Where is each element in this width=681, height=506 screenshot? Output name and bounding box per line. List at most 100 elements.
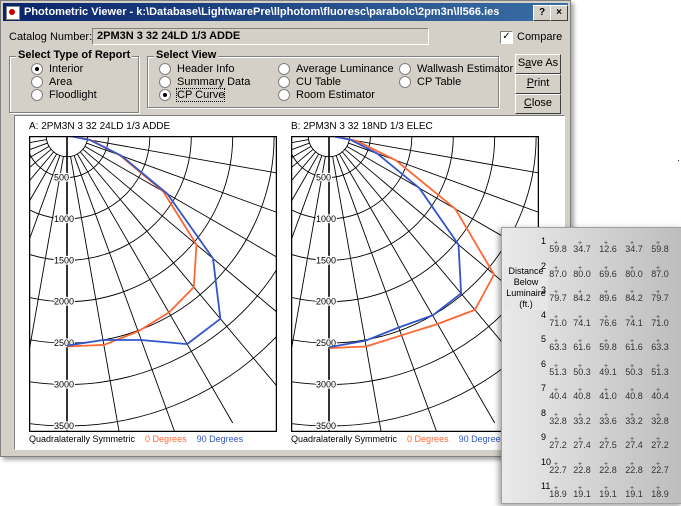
- table-cell: 32.8: [649, 412, 671, 426]
- table-cell: 84.2: [623, 289, 645, 303]
- radial-spoke: [292, 155, 323, 239]
- radial-tick-label: 3500: [54, 421, 74, 431]
- table-cell: 61.6: [571, 338, 593, 352]
- legend-0-degrees: 0 Degrees: [145, 434, 187, 444]
- plot-frame: [29, 136, 277, 432]
- row-number: 10: [541, 456, 552, 467]
- table-cell: 79.7: [547, 289, 569, 303]
- table-cell: 34.7: [571, 240, 593, 254]
- radial-tick-label: 2000: [316, 297, 336, 307]
- select-view-group: Select View: [147, 49, 499, 108]
- table-cell: 80.0: [571, 265, 593, 279]
- radio-dot: [31, 76, 43, 88]
- radial-spoke: [349, 139, 538, 174]
- table-cell: 33.6: [597, 412, 619, 426]
- radial-spoke: [30, 156, 64, 349]
- radial-spoke: [76, 153, 234, 424]
- chart-b-title: B: 2PM3N 3 32 18ND 1/3 ELEC: [291, 121, 433, 132]
- radio-area[interactable]: Area: [31, 76, 72, 88]
- table-cell: 61.6: [623, 338, 645, 352]
- table-cell: 84.2: [571, 289, 593, 303]
- radio-room-estimator[interactable]: Room Estimator: [278, 89, 375, 101]
- table-cell: 51.3: [547, 363, 569, 377]
- print-button[interactable]: Print: [515, 74, 561, 94]
- chart-a-title: A: 2PM3N 3 32 24LD 1/3 ADDE: [29, 121, 171, 132]
- radial-tick-label: 1500: [316, 255, 336, 265]
- radial-spoke: [70, 156, 120, 431]
- radial-spoke: [82, 148, 276, 312]
- table-cell: 87.0: [547, 265, 569, 279]
- table-cell: 59.8: [649, 240, 671, 254]
- radial-spoke: [30, 153, 58, 201]
- radio-average-luminance[interactable]: Average Luminance: [278, 63, 394, 75]
- table-cell: 40.4: [547, 387, 569, 401]
- table-cell: 27.2: [649, 436, 671, 450]
- table-cell: 27.4: [571, 436, 593, 450]
- radial-tick-label: 500: [54, 172, 69, 182]
- table-cell: 76.6: [597, 314, 619, 328]
- radio-dot: [31, 63, 43, 75]
- radial-tick-label: 3000: [54, 380, 74, 390]
- table-cell: 18.9: [649, 485, 671, 499]
- table-cell: 71.0: [547, 314, 569, 328]
- table-cell: 27.4: [623, 436, 645, 450]
- table-row: 379.784.289.684.279.7: [502, 285, 681, 310]
- table-cell: 40.8: [571, 387, 593, 401]
- table-row: 159.834.712.634.759.8: [502, 236, 681, 261]
- radial-tick-label: 1500: [54, 255, 74, 265]
- radial-spoke: [332, 156, 382, 431]
- table-cell: 51.3: [649, 363, 671, 377]
- row-number: 8: [541, 407, 547, 418]
- radio-cp-curve[interactable]: CP Curve: [159, 88, 226, 102]
- table-cell: 80.0: [623, 265, 645, 279]
- radio-floodlight[interactable]: Floodlight: [31, 89, 97, 101]
- table-cell: 63.3: [649, 338, 671, 352]
- close-window-button[interactable]: ×: [550, 5, 568, 21]
- catalog-label: Catalog Number:: [9, 31, 93, 43]
- radial-tick-label: 2000: [54, 297, 74, 307]
- radial-tick-label: 3500: [316, 421, 336, 431]
- save-as-button[interactable]: Save As: [515, 54, 561, 74]
- radio-header-info[interactable]: Header Info: [159, 63, 234, 75]
- radio-dot: [278, 63, 290, 75]
- radio-dot: [31, 89, 43, 101]
- catalog-number-field[interactable]: 2PM3N 3 32 24LD 1/3 ADDE: [92, 28, 429, 45]
- radial-spoke: [346, 145, 538, 258]
- legend-90-degrees: 90 Degrees: [458, 434, 506, 444]
- radio-cu-table[interactable]: CU Table: [278, 76, 341, 88]
- table-row: 927.227.427.527.427.2: [502, 432, 681, 457]
- compare-checkbox[interactable]: ✓: [500, 31, 513, 44]
- table-row: 651.350.349.150.351.3: [502, 359, 681, 384]
- window-title: Photometric Viewer - k:\Database\Lightwa…: [24, 6, 500, 18]
- table-row: 1118.919.119.119.118.9: [502, 481, 681, 506]
- radio-interior[interactable]: Interior: [31, 63, 83, 75]
- compare-label: Compare: [517, 31, 563, 43]
- radio-summary-data[interactable]: Summary Data: [159, 76, 250, 88]
- help-button[interactable]: ?: [533, 5, 551, 21]
- table-cell: 22.8: [623, 461, 645, 475]
- table-row: 1022.722.822.822.822.7: [502, 457, 681, 482]
- close-button[interactable]: Close: [515, 94, 561, 114]
- table-cell: 12.6: [597, 240, 619, 254]
- table-cell: 19.1: [623, 485, 645, 499]
- table-cell: 32.8: [547, 412, 569, 426]
- table-cell: 59.8: [547, 240, 569, 254]
- row-number: 7: [541, 383, 547, 393]
- radio-cp-table[interactable]: CP Table: [399, 76, 461, 88]
- row-number: 11: [541, 481, 551, 491]
- radio-dot: [159, 76, 171, 88]
- table-cell: 40.8: [623, 387, 645, 401]
- table-cell: 79.7: [649, 289, 671, 303]
- table-cell: 41.0: [597, 387, 619, 401]
- row-number: 6: [541, 358, 547, 369]
- radio-dot: [159, 63, 171, 75]
- distance-label: Distance Below Luminaire (ft.): [504, 266, 548, 310]
- radial-spoke: [344, 148, 538, 312]
- table-cell: 87.0: [649, 265, 671, 279]
- radial-tick-label: 500: [316, 172, 331, 182]
- report-type-title: Select Type of Report: [16, 49, 133, 61]
- radio-wallwash-estimator[interactable]: Wallwash Estimator: [399, 63, 513, 75]
- table-cell: 33.2: [571, 412, 593, 426]
